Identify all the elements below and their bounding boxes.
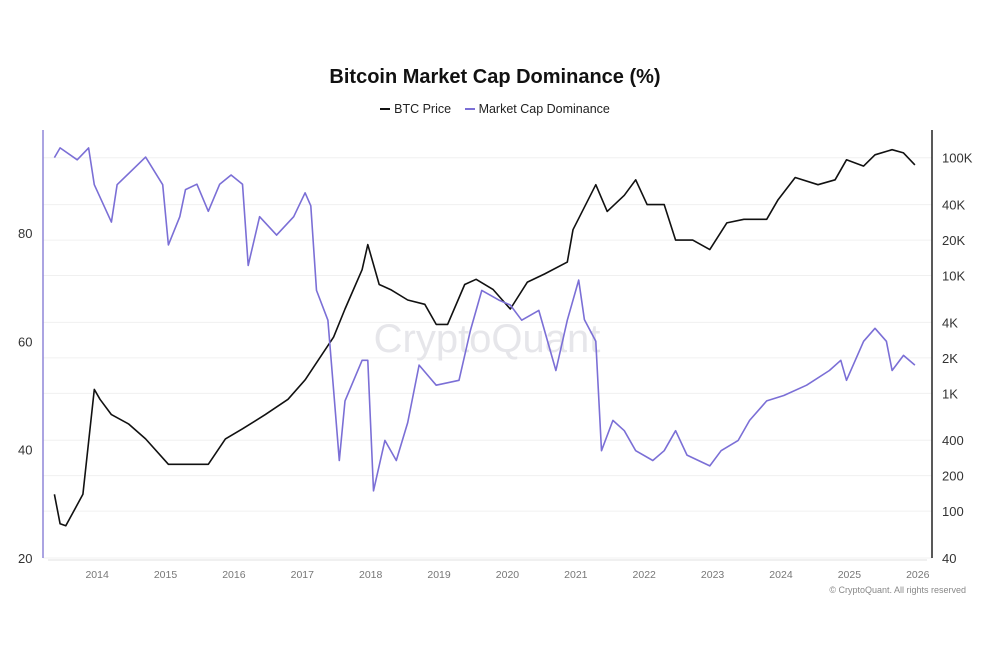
y-left-tick-label: 80 bbox=[18, 226, 32, 241]
x-tick-label: 2019 bbox=[427, 569, 451, 581]
x-tick-label: 2022 bbox=[633, 569, 657, 581]
y-right-tick-label: 40 bbox=[942, 551, 956, 566]
y-right-tick-label: 40K bbox=[942, 198, 965, 213]
x-tick-label: 2026 bbox=[906, 569, 930, 581]
chart-title: Bitcoin Market Cap Dominance (%) bbox=[329, 66, 661, 88]
series-line-market-cap-dominance bbox=[53, 147, 916, 492]
copyright-footer: © CryptoQuant. All rights reserved bbox=[829, 585, 966, 595]
legend-swatch-dominance bbox=[464, 108, 475, 110]
y-right-tick-label: 2K bbox=[942, 351, 958, 366]
legend-item-btc-price[interactable]: BTC Price bbox=[380, 102, 451, 116]
x-tick-label: 2015 bbox=[154, 569, 178, 581]
y-left-tick-label: 40 bbox=[18, 443, 32, 458]
legend-label: BTC Price bbox=[394, 102, 452, 116]
y-right-tick-label: 20K bbox=[942, 233, 965, 248]
y-right-tick-label: 200 bbox=[942, 469, 964, 484]
legend: BTC Price Market Cap Dominance bbox=[0, 99, 990, 116]
x-tick-label: 2016 bbox=[222, 569, 246, 581]
legend-label: Market Cap Dominance bbox=[478, 102, 610, 116]
x-tick-label: 2014 bbox=[85, 569, 109, 581]
y-right-tick-label: 10K bbox=[942, 269, 965, 284]
legend-swatch-btc-price bbox=[380, 108, 391, 110]
y-right-tick-label: 400 bbox=[942, 433, 964, 448]
x-tick-label: 2021 bbox=[564, 569, 588, 581]
x-tick-label: 2023 bbox=[701, 569, 725, 581]
y-right-tick-label: 100K bbox=[942, 151, 973, 166]
y-left-tick-label: 60 bbox=[18, 334, 32, 349]
x-tick-label: 2025 bbox=[838, 569, 862, 581]
y-right-tick-label: 1K bbox=[942, 386, 958, 401]
series-line-btc-price bbox=[53, 148, 916, 527]
x-tick-label: 2018 bbox=[359, 569, 383, 581]
y-right-tick-label: 4K bbox=[942, 315, 958, 330]
legend-item-dominance[interactable]: Market Cap Dominance bbox=[464, 102, 610, 116]
y-left-tick-label: 20 bbox=[18, 551, 32, 566]
y-right-tick-label: 100 bbox=[942, 504, 964, 519]
x-tick-label: 2017 bbox=[291, 569, 315, 581]
x-tick-label: 2024 bbox=[769, 569, 793, 581]
x-tick-label: 2020 bbox=[496, 569, 520, 581]
